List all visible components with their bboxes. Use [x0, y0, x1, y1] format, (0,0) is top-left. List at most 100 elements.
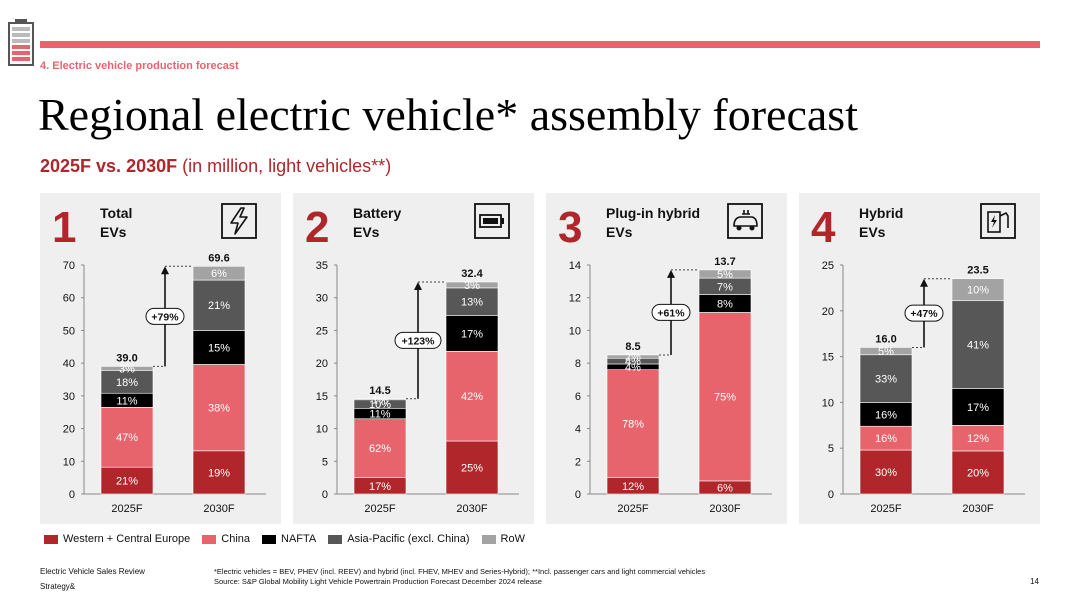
segment-label: 19% — [208, 467, 230, 479]
segment-label: 25% — [461, 463, 483, 475]
segment-label: 42% — [461, 391, 483, 403]
y-tick-label: 30 — [63, 391, 75, 403]
total-label: 23.5 — [967, 265, 988, 277]
bar-segment — [353, 418, 407, 478]
x-tick-label: 2025F — [364, 503, 395, 515]
growth-label: +61% — [657, 307, 685, 319]
y-tick-label: 5 — [828, 443, 834, 455]
y-tick-label: 20 — [822, 306, 834, 318]
legend-item-row: RoW — [481, 533, 525, 545]
x-tick-label: 2025F — [870, 503, 901, 515]
lightning-icon — [221, 203, 257, 239]
segment-label: 15% — [208, 342, 230, 354]
segment-label: 5% — [717, 269, 733, 281]
total-label: 69.6 — [208, 252, 229, 264]
bar-segment — [100, 466, 154, 495]
segment-label: 17% — [369, 481, 391, 493]
segment-label: 13% — [461, 297, 483, 309]
bar-segment — [606, 354, 660, 359]
bar-segment — [192, 364, 246, 452]
footnote-definition: *Electric vehicles = BEV, PHEV (incl. RE… — [214, 567, 706, 576]
total-label: 32.4 — [461, 268, 483, 280]
legend-label: RoW — [500, 533, 525, 545]
growth-badge — [904, 304, 944, 322]
panel-number: 1 — [52, 203, 76, 252]
segment-label: 17% — [461, 328, 483, 340]
chart-panel-4: 4 Hybrid EVs 0 5 10 15 20 25 30% 16% 16% 33% 5%16.0 20… — [799, 193, 1040, 524]
footnote-source: Source: S&P Global Mobility Light Vehicl… — [214, 577, 542, 586]
y-tick-label: 25 — [316, 325, 328, 337]
footer-report-name: Electric Vehicle Sales Review — [40, 567, 145, 576]
segment-label: 7% — [717, 281, 733, 293]
bar-segment — [698, 269, 752, 279]
segment-label: 78% — [622, 419, 644, 431]
segment-label: 11% — [116, 395, 137, 407]
growth-badge — [651, 303, 691, 321]
segment-label: 62% — [369, 443, 391, 455]
y-tick-label: 14 — [569, 260, 581, 272]
bar-segment — [859, 347, 913, 356]
y-tick-label: 10 — [569, 325, 581, 337]
legend-item-western-central-europe: Western + Central Europe — [44, 533, 190, 545]
icon-frame — [727, 203, 763, 239]
bar-segment — [951, 278, 1005, 302]
segment-label: 16% — [875, 433, 897, 445]
car-wheel — [736, 225, 742, 231]
bar-segment — [445, 351, 499, 442]
growth-label: +79% — [151, 311, 179, 323]
bar-segment — [192, 279, 246, 331]
y-tick-label: 6 — [575, 391, 581, 403]
segment-label: 4% — [625, 356, 641, 368]
x-tick-label: 2025F — [111, 503, 142, 515]
footer-left: Electric Vehicle Sales Review Strategy& — [40, 564, 145, 594]
legend-swatch — [202, 534, 217, 544]
page-number: 14 — [1030, 577, 1039, 586]
page-subtitle: 2025F vs. 2030F (in million, light vehic… — [40, 156, 391, 177]
y-tick-label: 20 — [316, 358, 328, 370]
bar-segment — [445, 287, 499, 316]
total-label: 13.7 — [714, 256, 735, 268]
y-tick-label: 0 — [69, 489, 75, 501]
segment-label: 6% — [211, 268, 227, 280]
legend-item-nafta: NAFTA — [262, 533, 316, 545]
bar-segment — [192, 450, 246, 495]
segment-label: 16% — [875, 409, 897, 421]
y-tick-label: 10 — [822, 397, 834, 409]
pump-hose — [999, 211, 1009, 228]
y-tick-label: 10 — [63, 456, 75, 468]
segment-label: 10% — [369, 399, 391, 411]
page-title: Regional electric vehicle* assembly fore… — [38, 89, 858, 140]
y-tick-label: 35 — [316, 260, 328, 272]
legend-swatch — [44, 534, 58, 544]
legend-item-asia-pacific: Asia-Pacific (excl. China) — [328, 533, 470, 545]
y-tick-label: 4 — [575, 424, 581, 436]
fuel-pump-icon — [980, 203, 1016, 239]
y-tick-label: 12 — [569, 293, 581, 305]
footer-notes: *Electric vehicles = BEV, PHEV (incl. RE… — [214, 567, 705, 587]
segment-label: 8% — [717, 298, 733, 310]
total-label: 16.0 — [875, 333, 896, 345]
bar-segment — [100, 407, 154, 468]
growth-arrow-head — [414, 282, 422, 291]
y-tick-label: 8 — [575, 358, 581, 370]
subtitle-bold: 2025F vs. 2030F — [40, 156, 178, 176]
segment-label: 38% — [208, 403, 230, 415]
x-tick-label: 2030F — [709, 503, 740, 515]
panel-title-line: EVs — [353, 224, 380, 240]
legend: Western + Central Europe China NAFTA Asi… — [44, 533, 525, 545]
battery-level-icon — [8, 19, 34, 66]
x-tick-label: 2030F — [456, 503, 487, 515]
segment-label: 21% — [208, 300, 230, 312]
y-tick-label: 10 — [316, 424, 328, 436]
bar-segment — [445, 281, 499, 289]
y-tick-label: 2 — [575, 456, 581, 468]
panel-title-line: Plug-in hybrid — [606, 205, 700, 221]
bar-segment — [445, 440, 499, 495]
legend-label: Asia-Pacific (excl. China) — [347, 533, 470, 545]
segment-label: 41% — [967, 340, 989, 352]
section-label: 4. Electric vehicle production forecast — [40, 60, 239, 72]
growth-badge — [394, 331, 442, 349]
legend-label: China — [221, 533, 251, 545]
bar-segment — [100, 366, 154, 371]
segment-label: 11% — [369, 409, 390, 421]
